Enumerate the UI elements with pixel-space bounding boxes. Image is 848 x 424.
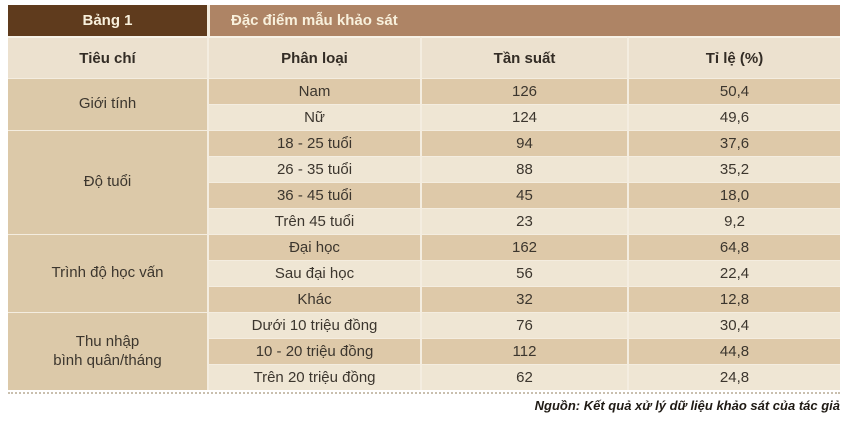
frequency-cell: 23	[420, 208, 627, 234]
category-cell: 26 - 35 tuổi	[207, 156, 420, 182]
category-cell: Nam	[207, 78, 420, 104]
percent-cell: 12,8	[627, 286, 840, 312]
frequency-cell: 76	[420, 312, 627, 338]
percent-cell: 64,8	[627, 234, 840, 260]
frequency-cell: 94	[420, 130, 627, 156]
frequency-cell: 88	[420, 156, 627, 182]
survey-sample-table: Bảng 1 Đặc điểm mẫu khảo sát Tiêu chí Ph…	[8, 5, 840, 390]
group-label-education: Trình độ học vấn	[8, 234, 207, 312]
table-title-cell: Đặc điểm mẫu khảo sát	[207, 5, 840, 36]
category-cell: Dưới 10 triệu đồng	[207, 312, 420, 338]
column-header-percent: Tỉ lệ (%)	[627, 36, 840, 78]
frequency-cell: 162	[420, 234, 627, 260]
percent-cell: 30,4	[627, 312, 840, 338]
group-label-age: Độ tuổi	[8, 130, 207, 234]
category-cell: Sau đại học	[207, 260, 420, 286]
frequency-cell: 112	[420, 338, 627, 364]
group-label-income: Thu nhập bình quân/tháng	[8, 312, 207, 390]
percent-cell: 9,2	[627, 208, 840, 234]
percent-cell: 18,0	[627, 182, 840, 208]
percent-cell: 37,6	[627, 130, 840, 156]
percent-cell: 49,6	[627, 104, 840, 130]
percent-cell: 44,8	[627, 338, 840, 364]
percent-cell: 50,4	[627, 78, 840, 104]
dotted-divider	[8, 392, 840, 394]
category-cell: Đại học	[207, 234, 420, 260]
group-label-gender: Giới tính	[8, 78, 207, 130]
frequency-cell: 32	[420, 286, 627, 312]
category-cell: 18 - 25 tuổi	[207, 130, 420, 156]
category-cell: Trên 45 tuổi	[207, 208, 420, 234]
category-cell: Khác	[207, 286, 420, 312]
source-note: Nguồn: Kết quả xử lý dữ liệu khảo sát củ…	[534, 398, 840, 413]
category-cell: Trên 20 triệu đồng	[207, 364, 420, 390]
category-cell: 36 - 45 tuổi	[207, 182, 420, 208]
column-header-category: Phân loại	[207, 36, 420, 78]
frequency-cell: 124	[420, 104, 627, 130]
category-cell: Nữ	[207, 104, 420, 130]
table-number-cell: Bảng 1	[8, 5, 207, 36]
frequency-cell: 62	[420, 364, 627, 390]
frequency-cell: 126	[420, 78, 627, 104]
frequency-cell: 56	[420, 260, 627, 286]
percent-cell: 22,4	[627, 260, 840, 286]
category-cell: 10 - 20 triệu đồng	[207, 338, 420, 364]
percent-cell: 24,8	[627, 364, 840, 390]
column-header-criteria: Tiêu chí	[8, 36, 207, 78]
percent-cell: 35,2	[627, 156, 840, 182]
column-header-frequency: Tần suất	[420, 36, 627, 78]
frequency-cell: 45	[420, 182, 627, 208]
